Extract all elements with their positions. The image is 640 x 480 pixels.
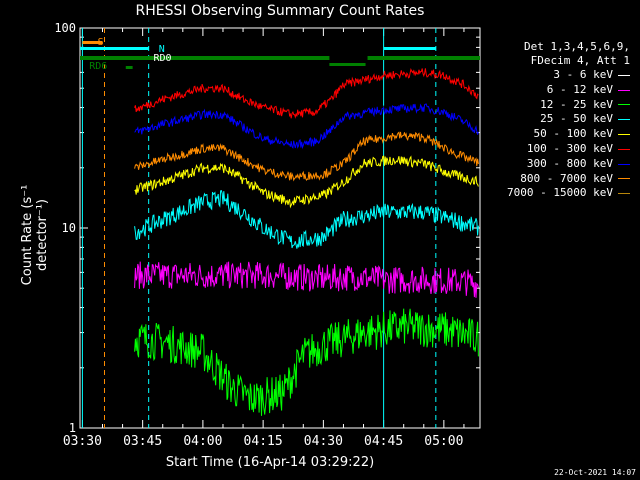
legend-header-line-1: Det 1,3,4,5,6,9,	[524, 40, 630, 53]
series-line-2	[134, 308, 479, 416]
legend-entry: 50 - 100 keV	[480, 127, 630, 142]
legend-entry: 7000 - 15000 keV	[480, 186, 630, 201]
flag-bar-rd0	[367, 56, 480, 60]
legend-swatch	[618, 104, 630, 106]
legend-entry-label: 6 - 12 keV	[546, 82, 613, 96]
legend-entry-label: 300 - 800 keV	[526, 156, 613, 170]
y-axis-label: Count Rate (s⁻¹ detector⁻¹)	[20, 184, 50, 286]
series-line-7	[134, 131, 479, 182]
y-tick-label: 100	[54, 21, 76, 35]
legend-entry: 800 - 7000 keV	[480, 172, 630, 187]
x-tick-label: 04:15	[244, 434, 283, 449]
legend-entry: 12 - 25 keV	[480, 98, 630, 113]
x-tick-label: 05:00	[424, 434, 463, 449]
flag-label-night: N	[159, 44, 165, 55]
x-axis-label: Start Time (16-Apr-14 03:29:22)	[165, 455, 375, 470]
legend-entry-label: 100 - 300 keV	[526, 141, 613, 155]
chart-title: RHESSI Observing Summary Count Rates	[135, 3, 425, 19]
flag-label-saa: S	[98, 37, 104, 48]
plot-frame	[79, 27, 481, 429]
legend-swatch	[618, 178, 630, 180]
series-line-4	[134, 155, 479, 209]
flag-bar-night	[383, 47, 436, 50]
legend-entry-label: 7000 - 15000 keV	[507, 186, 613, 200]
flag-label-rd6: RD6	[89, 61, 107, 72]
legend-entry-label: 800 - 7000 keV	[520, 171, 613, 185]
flag-bar-rd0	[80, 56, 330, 60]
legend-swatch	[618, 148, 630, 150]
flag-bar-saa	[82, 41, 103, 44]
x-tick-label: 03:30	[63, 434, 102, 449]
legend-swatch	[618, 163, 630, 165]
legend: Det 1,3,4,5,6,9, FDecim 4, Att 1 3 - 6 k…	[480, 40, 630, 201]
legend-swatch	[618, 89, 630, 91]
legend-entry-label: 25 - 50 keV	[540, 112, 613, 126]
legend-entry-label: 3 - 6 keV	[553, 68, 613, 81]
x-tick-label: 04:45	[364, 434, 403, 449]
legend-entry-label: 50 - 100 keV	[533, 127, 613, 141]
legend-entry-label: 12 - 25 keV	[540, 97, 613, 111]
legend-entry: 100 - 300 keV	[480, 142, 630, 157]
y-tick-label: 10	[62, 221, 76, 235]
flag-bar-rd0	[329, 63, 366, 66]
legend-entry: 300 - 800 keV	[480, 157, 630, 172]
timestamp: 22-Oct-2021 14:07	[554, 468, 636, 477]
x-tick-label: 04:30	[304, 434, 343, 449]
legend-header-line-2: FDecim 4, Att 1	[530, 54, 630, 67]
series-line-3	[134, 189, 479, 249]
legend-entry: 25 - 50 keV	[480, 112, 630, 127]
series-line-1	[134, 261, 479, 298]
legend-swatch	[618, 193, 630, 195]
legend-entry: 6 - 12 keV	[480, 83, 630, 98]
legend-swatch	[618, 134, 630, 136]
flag-bar-rd6	[125, 66, 133, 69]
series-line-6	[134, 103, 479, 150]
series-line-5	[134, 68, 479, 119]
y-tick-label: 1	[69, 421, 76, 435]
legend-swatch	[618, 119, 630, 121]
legend-entry: 3 - 6 keV	[480, 68, 630, 83]
flag-label-rd0: RD0	[153, 53, 171, 64]
flag-bar-night	[80, 47, 149, 50]
x-tick-label: 04:00	[183, 434, 222, 449]
legend-swatch	[618, 74, 630, 76]
x-tick-label: 03:45	[123, 434, 162, 449]
